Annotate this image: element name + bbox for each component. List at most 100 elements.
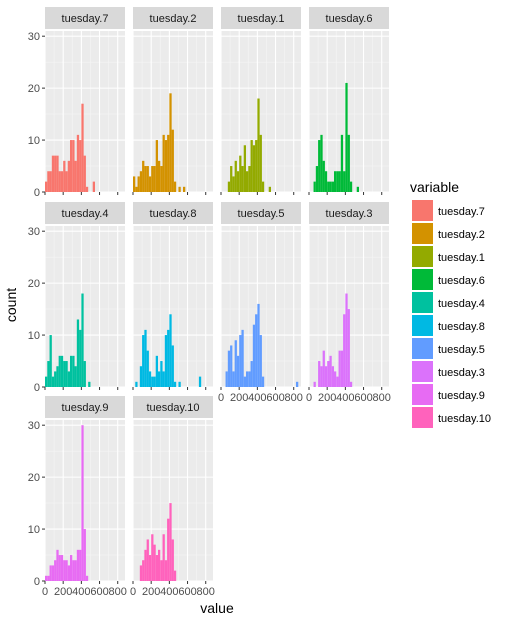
legend-key bbox=[412, 338, 433, 359]
histogram-bar bbox=[324, 366, 328, 387]
x-tick-label: 0 bbox=[218, 392, 224, 404]
histogram-bar bbox=[356, 186, 359, 192]
facet-strip-label: tuesday.1 bbox=[238, 13, 285, 25]
histogram-bar bbox=[331, 181, 334, 192]
legend-item-tuesday.8: tuesday.8 bbox=[412, 315, 485, 336]
histogram-bar bbox=[236, 355, 240, 387]
histogram-bar bbox=[243, 376, 246, 387]
facet-strip-label: tuesday.2 bbox=[150, 13, 197, 25]
histogram-bar bbox=[60, 171, 64, 192]
facet-strip bbox=[45, 202, 125, 224]
histogram-bar bbox=[137, 176, 140, 192]
histogram-bar bbox=[160, 361, 163, 387]
histogram-bar bbox=[76, 319, 80, 387]
histogram-bar bbox=[54, 371, 57, 387]
legend-key bbox=[412, 269, 433, 290]
histogram-bar bbox=[54, 155, 57, 192]
histogram-bar bbox=[155, 555, 158, 581]
facet-panel-tuesday.5: tuesday.5 bbox=[220, 202, 301, 388]
histogram-bar bbox=[76, 134, 80, 192]
histogram-bar bbox=[85, 186, 89, 192]
facet-strip-label: tuesday.4 bbox=[62, 208, 109, 220]
histogram-bar bbox=[65, 560, 68, 581]
facet-panel-tuesday.7: tuesday.7 bbox=[44, 7, 125, 193]
facet-strip bbox=[309, 202, 389, 224]
histogram-bar bbox=[232, 176, 235, 192]
x-tick-label: 800 bbox=[285, 392, 303, 404]
histogram-bar bbox=[63, 361, 66, 387]
x-tick-label: 600 bbox=[354, 392, 372, 404]
x-tick-label: 200 bbox=[230, 392, 248, 404]
histogram-bar bbox=[45, 181, 48, 192]
histogram-bar bbox=[336, 171, 339, 192]
x-tick-label: 200 bbox=[142, 586, 160, 598]
histogram-bar bbox=[340, 350, 344, 387]
histogram-bar bbox=[153, 166, 156, 192]
histogram-bar bbox=[343, 314, 346, 387]
y-tick-label: 20 bbox=[28, 278, 40, 290]
legend-label: tuesday.7 bbox=[438, 206, 485, 218]
histogram-bar bbox=[324, 171, 328, 192]
histogram-bar bbox=[45, 575, 48, 581]
legend-key bbox=[412, 407, 433, 428]
y-tick-label: 0 bbox=[34, 576, 40, 588]
histogram-bar bbox=[146, 350, 149, 387]
histogram-bar bbox=[158, 549, 161, 581]
histogram-bar bbox=[313, 181, 316, 192]
histogram-bar bbox=[171, 539, 174, 581]
histogram-bar bbox=[169, 503, 172, 581]
histogram-bar bbox=[148, 555, 152, 581]
histogram-bar bbox=[54, 560, 57, 581]
histogram-bar bbox=[135, 381, 138, 387]
histogram-bar bbox=[79, 329, 82, 387]
legend-key bbox=[412, 315, 433, 336]
histogram-bar bbox=[322, 350, 325, 387]
facet-panel-tuesday.3: tuesday.3 bbox=[308, 202, 389, 388]
histogram-bar bbox=[146, 166, 149, 192]
histogram-bar bbox=[72, 140, 75, 192]
legend-item-tuesday.7: tuesday.7 bbox=[412, 200, 485, 221]
y-tick-label: 0 bbox=[34, 187, 40, 199]
histogram-bar bbox=[45, 376, 48, 387]
x-tick-label: 600 bbox=[178, 586, 196, 598]
histogram-bar bbox=[47, 171, 50, 192]
facet-strip-label: tuesday.10 bbox=[146, 402, 199, 414]
histogram-bar bbox=[162, 371, 165, 387]
facet-strip-label: tuesday.3 bbox=[326, 208, 373, 220]
histogram-bar bbox=[151, 376, 154, 387]
histogram-bar bbox=[56, 155, 59, 192]
histogram-bar bbox=[51, 376, 55, 387]
histogram-bar bbox=[259, 134, 262, 192]
histogram-bar bbox=[338, 350, 341, 387]
histogram-bar bbox=[158, 160, 161, 192]
histogram-bar bbox=[153, 376, 156, 387]
x-tick-label: 800 bbox=[109, 586, 127, 598]
histogram-bar bbox=[65, 361, 68, 387]
histogram-bar bbox=[334, 371, 337, 387]
legend-key bbox=[412, 246, 433, 267]
histogram-bar bbox=[241, 329, 244, 387]
y-tick-label: 10 bbox=[28, 524, 40, 536]
histogram-bar bbox=[148, 371, 152, 387]
legend-item-tuesday.4: tuesday.4 bbox=[412, 292, 485, 313]
histogram-bar bbox=[347, 134, 350, 192]
histogram-bar bbox=[320, 366, 323, 387]
histogram-bar bbox=[318, 361, 321, 387]
histogram-bar bbox=[49, 171, 52, 192]
histogram-bar bbox=[322, 160, 325, 192]
histogram-bar bbox=[60, 555, 64, 581]
histogram-bar bbox=[234, 160, 237, 192]
histogram-bar bbox=[142, 335, 145, 387]
facet-strip-label: tuesday.6 bbox=[326, 13, 373, 25]
histogram-bar bbox=[268, 186, 271, 192]
x-tick-label: 400 bbox=[336, 392, 354, 404]
histogram-bar bbox=[60, 355, 64, 387]
facet-strip-label: tuesday.9 bbox=[62, 402, 109, 414]
legend-key bbox=[412, 384, 433, 405]
legend-item-tuesday.9: tuesday.9 bbox=[412, 384, 485, 405]
y-tick-label: 30 bbox=[28, 31, 40, 43]
y-tick-label: 20 bbox=[28, 472, 40, 484]
facet-panel-tuesday.4: tuesday.4 bbox=[44, 202, 125, 388]
y-tick-label: 0 bbox=[34, 382, 40, 394]
